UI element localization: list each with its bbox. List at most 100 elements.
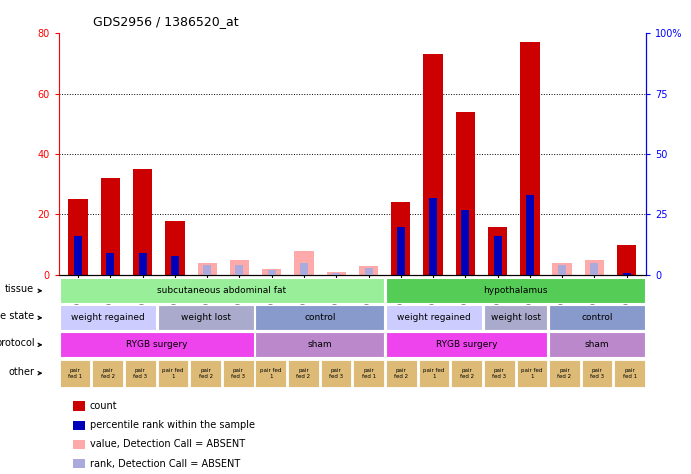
- Bar: [93, 360, 123, 387]
- Bar: [614, 360, 645, 387]
- Bar: [359, 266, 378, 275]
- Text: sham: sham: [307, 340, 332, 349]
- Bar: [158, 305, 254, 330]
- Text: count: count: [90, 401, 117, 411]
- Bar: [353, 360, 384, 387]
- Bar: [59, 360, 91, 387]
- Bar: [585, 260, 604, 275]
- Text: RYGB surgery: RYGB surgery: [126, 340, 187, 349]
- Text: pair
fed 2: pair fed 2: [101, 368, 115, 379]
- Text: pair fed
1: pair fed 1: [260, 368, 281, 379]
- Bar: [391, 202, 410, 275]
- Bar: [558, 265, 566, 275]
- Bar: [462, 210, 469, 275]
- Text: percentile rank within the sample: percentile rank within the sample: [90, 420, 255, 430]
- Bar: [158, 360, 188, 387]
- Bar: [397, 227, 405, 275]
- Bar: [203, 265, 211, 275]
- Bar: [74, 236, 82, 275]
- Bar: [262, 269, 281, 275]
- Bar: [230, 260, 249, 275]
- Bar: [365, 268, 372, 275]
- Bar: [517, 360, 547, 387]
- Bar: [73, 459, 85, 468]
- Bar: [68, 200, 88, 275]
- Bar: [386, 278, 645, 303]
- Bar: [451, 360, 482, 387]
- Bar: [549, 332, 645, 357]
- Bar: [553, 263, 572, 275]
- Bar: [549, 360, 580, 387]
- Text: value, Detection Call = ABSENT: value, Detection Call = ABSENT: [90, 439, 245, 449]
- Text: pair fed
1: pair fed 1: [162, 368, 184, 379]
- Text: pair
fed 1: pair fed 1: [68, 368, 82, 379]
- Text: hypothalamus: hypothalamus: [483, 286, 548, 295]
- Text: pair fed
1: pair fed 1: [521, 368, 542, 379]
- Bar: [617, 245, 636, 275]
- Bar: [256, 305, 384, 330]
- Bar: [526, 195, 534, 275]
- Bar: [386, 332, 547, 357]
- Text: weight lost: weight lost: [491, 313, 540, 322]
- Bar: [321, 360, 352, 387]
- Text: RYGB surgery: RYGB surgery: [436, 340, 498, 349]
- Text: pair
fed 3: pair fed 3: [492, 368, 507, 379]
- Bar: [300, 263, 308, 275]
- Bar: [125, 360, 155, 387]
- Bar: [73, 420, 85, 430]
- Text: pair
fed 2: pair fed 2: [296, 368, 310, 379]
- Bar: [171, 255, 179, 275]
- Text: pair
fed 3: pair fed 3: [133, 368, 147, 379]
- Bar: [549, 305, 645, 330]
- Bar: [582, 360, 612, 387]
- Bar: [590, 263, 598, 275]
- Bar: [429, 198, 437, 275]
- Bar: [59, 278, 384, 303]
- Text: subcutaneous abdominal fat: subcutaneous abdominal fat: [158, 286, 287, 295]
- Bar: [294, 251, 314, 275]
- Text: disease state: disease state: [0, 311, 35, 321]
- Bar: [101, 178, 120, 275]
- Text: GDS2956 / 1386520_at: GDS2956 / 1386520_at: [93, 16, 239, 28]
- Text: pair
fed 2: pair fed 2: [198, 368, 213, 379]
- Bar: [223, 360, 254, 387]
- Text: pair
fed 2: pair fed 2: [395, 368, 408, 379]
- Text: pair
fed 2: pair fed 2: [558, 368, 571, 379]
- Text: other: other: [8, 367, 35, 377]
- Bar: [106, 253, 115, 275]
- Text: control: control: [581, 313, 613, 322]
- Text: weight lost: weight lost: [180, 313, 231, 322]
- Bar: [73, 401, 85, 411]
- Text: pair
fed 2: pair fed 2: [460, 368, 473, 379]
- Bar: [267, 270, 276, 275]
- Bar: [484, 305, 547, 330]
- Bar: [419, 360, 449, 387]
- Bar: [288, 360, 319, 387]
- Text: tissue: tissue: [5, 284, 35, 294]
- Bar: [59, 332, 254, 357]
- Text: pair
fed 3: pair fed 3: [590, 368, 604, 379]
- Text: pair
fed 1: pair fed 1: [623, 368, 637, 379]
- Bar: [139, 253, 146, 275]
- Bar: [59, 305, 155, 330]
- Bar: [386, 305, 482, 330]
- Bar: [386, 360, 417, 387]
- Bar: [484, 360, 515, 387]
- Bar: [133, 169, 152, 275]
- Bar: [424, 55, 443, 275]
- Text: pair fed
1: pair fed 1: [424, 368, 445, 379]
- Text: protocol: protocol: [0, 338, 35, 348]
- Text: rank, Detection Call = ABSENT: rank, Detection Call = ABSENT: [90, 458, 240, 468]
- Bar: [256, 332, 384, 357]
- Bar: [198, 263, 217, 275]
- Text: pair
fed 1: pair fed 1: [361, 368, 376, 379]
- Text: control: control: [304, 313, 336, 322]
- Bar: [190, 360, 221, 387]
- Text: pair
fed 3: pair fed 3: [231, 368, 245, 379]
- Text: sham: sham: [585, 340, 609, 349]
- Text: pair
fed 3: pair fed 3: [329, 368, 343, 379]
- Bar: [256, 360, 286, 387]
- Text: weight regained: weight regained: [70, 313, 144, 322]
- Bar: [332, 273, 340, 275]
- Bar: [455, 112, 475, 275]
